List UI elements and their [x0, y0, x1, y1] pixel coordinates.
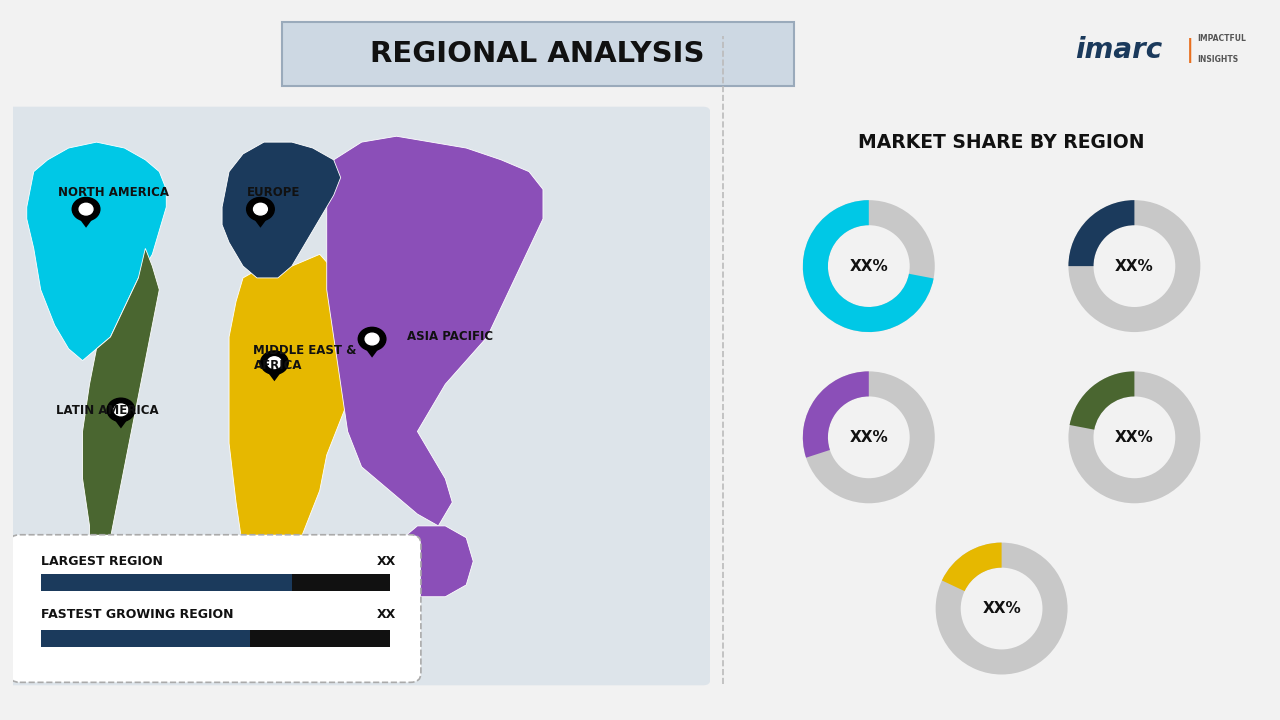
Wedge shape [936, 543, 1068, 675]
Text: NORTH AMERICA: NORTH AMERICA [58, 186, 169, 199]
Text: LATIN AMERICA: LATIN AMERICA [56, 404, 159, 418]
FancyBboxPatch shape [41, 575, 292, 591]
Polygon shape [229, 254, 361, 621]
Text: XX%: XX% [1115, 258, 1153, 274]
Wedge shape [803, 200, 934, 332]
Text: |: | [1187, 38, 1194, 63]
Circle shape [268, 357, 282, 369]
Text: INSIGHTS: INSIGHTS [1197, 55, 1238, 64]
Wedge shape [1069, 200, 1201, 332]
Text: XX%: XX% [850, 258, 888, 274]
Circle shape [114, 404, 128, 415]
Text: XX%: XX% [1115, 430, 1153, 445]
Text: XX: XX [378, 555, 397, 568]
Polygon shape [108, 410, 134, 428]
Circle shape [261, 351, 288, 374]
Wedge shape [942, 543, 1001, 591]
Text: EUROPE: EUROPE [247, 186, 300, 199]
Text: XX%: XX% [982, 601, 1021, 616]
Polygon shape [82, 248, 159, 597]
Text: XX: XX [378, 608, 397, 621]
Wedge shape [1069, 372, 1201, 503]
Circle shape [358, 328, 385, 351]
Text: imarc: imarc [1075, 37, 1162, 64]
Wedge shape [803, 200, 933, 332]
FancyBboxPatch shape [282, 22, 794, 86]
Wedge shape [803, 372, 869, 458]
Circle shape [72, 197, 100, 221]
Text: LARGEST REGION: LARGEST REGION [41, 555, 163, 568]
Text: REGIONAL ANALYSIS: REGIONAL ANALYSIS [370, 40, 705, 68]
FancyBboxPatch shape [250, 631, 389, 647]
Circle shape [365, 333, 379, 345]
FancyBboxPatch shape [292, 575, 389, 591]
Text: ASIA PACIFIC: ASIA PACIFIC [407, 330, 493, 343]
Polygon shape [27, 142, 166, 361]
Wedge shape [1069, 200, 1134, 266]
Polygon shape [261, 363, 288, 381]
FancyBboxPatch shape [6, 107, 710, 685]
Wedge shape [1070, 372, 1134, 430]
Polygon shape [358, 339, 385, 358]
Polygon shape [72, 209, 100, 228]
Text: MARKET SHARE BY REGION: MARKET SHARE BY REGION [859, 132, 1144, 152]
Polygon shape [247, 209, 274, 228]
FancyBboxPatch shape [9, 535, 421, 683]
Circle shape [79, 203, 93, 215]
Text: IMPACTFUL: IMPACTFUL [1197, 34, 1245, 42]
Polygon shape [223, 142, 340, 278]
FancyBboxPatch shape [41, 631, 250, 647]
Circle shape [253, 203, 268, 215]
Circle shape [247, 197, 274, 221]
Text: XX%: XX% [850, 430, 888, 445]
Text: MIDDLE EAST &
AFRICA: MIDDLE EAST & AFRICA [253, 343, 357, 372]
Wedge shape [803, 372, 934, 503]
Polygon shape [389, 526, 474, 597]
Circle shape [108, 398, 134, 422]
Polygon shape [326, 136, 543, 526]
Text: FASTEST GROWING REGION: FASTEST GROWING REGION [41, 608, 233, 621]
